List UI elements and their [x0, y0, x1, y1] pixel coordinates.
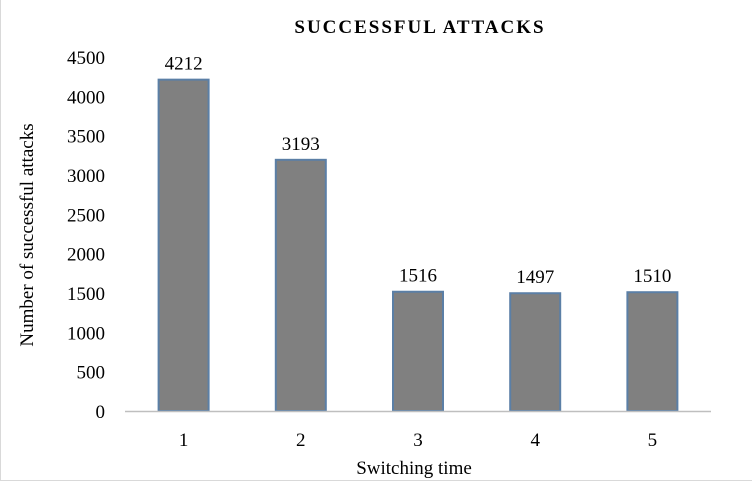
y-axis-label: Number of successful attacks [17, 123, 38, 346]
y-axis-ticks: 0 500 1000 1500 2000 2500 3000 3500 4000 4500 [67, 48, 105, 423]
bar [274, 158, 327, 412]
y-tick-label: 4500 [67, 48, 105, 69]
x-axis-ticks: 1 2 3 4 5 [179, 430, 657, 451]
bar [626, 291, 679, 413]
x-axis-label: Switching time [356, 458, 472, 479]
bar-value-label: 1497 [516, 267, 554, 288]
bar [157, 78, 210, 412]
x-tick-label: 5 [648, 430, 658, 451]
x-tick-label: 2 [296, 430, 306, 451]
bar-value-label: 1516 [399, 266, 437, 287]
bar-value-label: 4212 [165, 54, 203, 75]
y-tick-label: 2000 [67, 245, 105, 266]
x-tick-label: 3 [413, 430, 423, 451]
x-tick-label: 4 [530, 430, 540, 451]
bar-value-label: 3193 [282, 134, 320, 155]
bar-value-label: 1510 [633, 266, 671, 287]
y-tick-label: 3000 [67, 166, 105, 187]
y-tick-label: 4000 [67, 87, 105, 108]
y-tick-label: 2500 [67, 205, 105, 226]
chart-title: SUCCESSFUL ATTACKS [294, 17, 545, 38]
y-tick-label: 0 [96, 402, 106, 423]
y-tick-label: 1500 [67, 284, 105, 305]
data-labels: 4212 3193 1516 1497 1510 [165, 54, 672, 289]
y-tick-label: 1000 [67, 323, 105, 344]
y-tick-label: 3500 [67, 127, 105, 148]
bar [509, 292, 562, 412]
bars [157, 78, 679, 413]
y-tick-label: 500 [77, 363, 106, 384]
bar [392, 290, 444, 412]
x-tick-label: 1 [179, 430, 189, 451]
